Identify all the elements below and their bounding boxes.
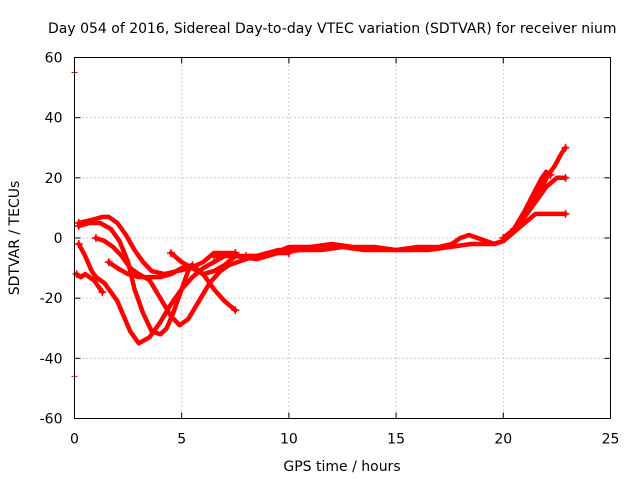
y-tick-label: -20	[40, 291, 63, 307]
markers	[71, 69, 570, 380]
series-end-marker	[242, 252, 251, 261]
y-tick-labels: -60 -40 -20 0 20 40 60	[40, 51, 63, 428]
x-tick-label: 15	[387, 432, 405, 448]
series-line-track-2	[76, 220, 195, 337]
x-tick-label: 20	[494, 432, 512, 448]
grid	[74, 57, 611, 419]
series-end-marker	[561, 173, 570, 182]
series-end-marker	[188, 261, 197, 270]
series-end-marker	[91, 234, 100, 242]
y-tick-label: 60	[45, 51, 63, 67]
series-end-marker	[231, 306, 240, 315]
series-end-marker	[510, 224, 519, 233]
series-end-marker	[546, 170, 555, 179]
series-end-marker	[72, 270, 81, 279]
series-end-marker	[74, 240, 83, 249]
y-tick-label: -40	[40, 351, 63, 367]
series-end-marker	[209, 252, 218, 261]
series-end-marker	[284, 249, 293, 258]
x-tick-labels: 0 5 10 15 20 25	[70, 432, 619, 448]
series-line-track-1	[76, 214, 238, 277]
y-tick-label: 40	[45, 111, 63, 127]
series-group	[74, 145, 568, 346]
series-end-marker	[74, 221, 83, 230]
y-tick-label: 0	[54, 231, 63, 247]
chart-title: Day 054 of 2016, Sidereal Day-to-day VTE…	[48, 21, 617, 37]
x-tick-label: 5	[177, 432, 186, 448]
x-tick-label: 10	[280, 432, 298, 448]
x-tick-label: 25	[602, 432, 620, 448]
series-end-marker	[561, 143, 570, 152]
series-end-marker	[166, 249, 175, 258]
y-axis-title: SDTVAR / TECUs	[7, 181, 23, 296]
x-axis-title: GPS time / hours	[283, 459, 400, 475]
series-end-marker	[104, 258, 113, 267]
series-end-marker	[499, 234, 508, 242]
y-tick-label: -60	[40, 412, 63, 428]
series-line-track-7	[243, 211, 568, 259]
ticks	[74, 57, 611, 419]
series-line-track-11	[74, 271, 105, 295]
series-end-marker	[98, 288, 107, 297]
series-line-track-10	[511, 169, 553, 232]
series-end-marker	[231, 249, 240, 258]
series-line-track-4	[76, 241, 238, 346]
x-tick-label: 0	[70, 432, 79, 448]
series-end-marker	[561, 209, 570, 218]
y-tick-label: 20	[45, 171, 63, 187]
series-line-track-5	[106, 259, 238, 313]
